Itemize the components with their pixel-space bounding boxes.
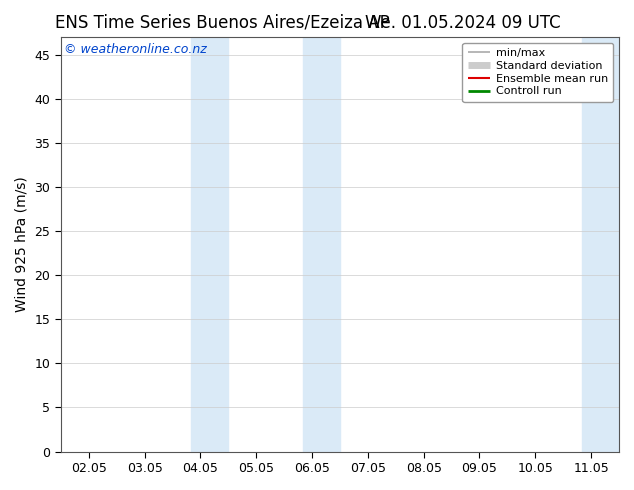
Legend: min/max, Standard deviation, Ensemble mean run, Controll run: min/max, Standard deviation, Ensemble me… xyxy=(462,43,614,102)
Bar xyxy=(302,37,340,452)
Text: © weatheronline.co.nz: © weatheronline.co.nz xyxy=(63,43,207,56)
Text: ENS Time Series Buenos Aires/Ezeiza AP: ENS Time Series Buenos Aires/Ezeiza AP xyxy=(55,14,389,32)
Bar xyxy=(191,37,228,452)
Text: We. 01.05.2024 09 UTC: We. 01.05.2024 09 UTC xyxy=(365,14,560,32)
Bar xyxy=(581,37,619,452)
Y-axis label: Wind 925 hPa (m/s): Wind 925 hPa (m/s) xyxy=(15,176,29,312)
